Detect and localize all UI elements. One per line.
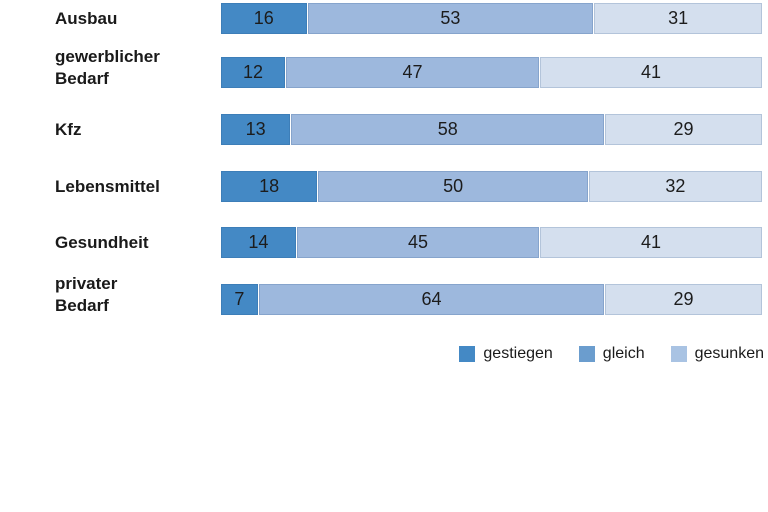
category-label: gewerblicher Bedarf — [55, 46, 160, 88]
value-label: 41 — [641, 62, 662, 82]
bar-segment-gestiegen: 7 — [221, 284, 259, 315]
value-label: 41 — [641, 232, 662, 252]
bar-segment-gesunken: 32 — [588, 171, 762, 202]
value-label: 58 — [437, 119, 458, 139]
stacked-bar: 12 47 41 — [221, 57, 762, 88]
bar-segment-gleich: 47 — [285, 57, 541, 88]
value-label: 16 — [253, 8, 274, 28]
value-label: 32 — [665, 176, 686, 196]
chart-row: Lebensmittel 18 50 32 — [0, 171, 768, 202]
bar-segment-gleich: 53 — [307, 3, 595, 34]
bar-segment-gestiegen: 16 — [221, 3, 308, 34]
category-label: Kfz — [55, 119, 82, 139]
stacked-bar: 14 45 41 — [221, 227, 762, 258]
chart-row: privater Bedarf 7 64 29 — [0, 274, 768, 315]
chart-row: gewerblicher Bedarf 12 47 41 — [0, 47, 768, 88]
bar-segment-gesunken: 29 — [605, 114, 762, 145]
legend: gestiegen gleich gesunken — [459, 344, 764, 364]
value-label: 45 — [407, 232, 428, 252]
bar-segment-gleich: 50 — [318, 171, 589, 202]
category-label: Gesundheit — [55, 232, 149, 252]
bar-segment-gestiegen: 12 — [221, 57, 286, 88]
bar-segment-gesunken: 31 — [594, 3, 762, 34]
chart-row: Kfz 13 58 29 — [0, 114, 768, 145]
legend-label: gestiegen — [483, 345, 553, 362]
legend-label: gesunken — [694, 345, 764, 362]
value-label: 53 — [440, 8, 461, 28]
category-label: Ausbau — [55, 8, 118, 28]
value-label: 31 — [668, 8, 689, 28]
legend-swatch-icon — [670, 346, 687, 362]
value-label: 13 — [245, 119, 266, 139]
category-label: privater Bedarf — [55, 273, 118, 315]
bar-segment-gleich: 45 — [296, 227, 541, 258]
chart-row: Gesundheit 14 45 41 — [0, 227, 768, 258]
value-label: 29 — [673, 119, 694, 139]
stacked-bar: 7 64 29 — [221, 284, 762, 315]
stacked-bar: 18 50 32 — [221, 171, 762, 202]
legend-label: gleich — [602, 345, 645, 362]
value-label: 14 — [248, 232, 269, 252]
bar-segment-gesunken: 41 — [540, 57, 762, 88]
legend-swatch-icon — [459, 346, 476, 362]
bar-segment-gesunken: 41 — [540, 227, 762, 258]
legend-swatch-icon — [578, 346, 595, 362]
value-label: 18 — [259, 176, 280, 196]
bar-segment-gestiegen: 13 — [221, 114, 292, 145]
value-label: 64 — [421, 289, 442, 309]
value-label: 12 — [242, 62, 263, 82]
value-label: 29 — [673, 289, 694, 309]
bar-segment-gestiegen: 18 — [221, 171, 319, 202]
stacked-bar: 16 53 31 — [221, 3, 762, 34]
bar-segment-gleich: 58 — [291, 114, 606, 145]
value-label: 7 — [234, 289, 245, 309]
category-label: Lebensmittel — [55, 176, 160, 196]
bar-segment-gleich: 64 — [258, 284, 606, 315]
legend-item-gesunken: gesunken — [670, 345, 764, 363]
stacked-bar: 13 58 29 — [221, 114, 762, 145]
chart-row: Ausbau 16 53 31 — [0, 3, 768, 34]
value-label: 50 — [443, 176, 464, 196]
legend-item-gestiegen: gestiegen — [459, 345, 553, 363]
value-label: 47 — [402, 62, 423, 82]
legend-item-gleich: gleich — [578, 345, 645, 363]
bar-segment-gestiegen: 14 — [221, 227, 297, 258]
bar-segment-gesunken: 29 — [605, 284, 762, 315]
